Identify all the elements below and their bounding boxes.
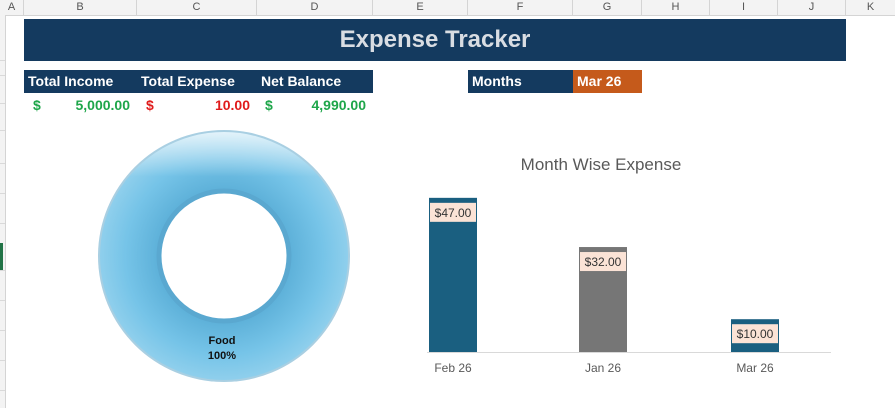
donut-category-label: Food (208, 335, 236, 347)
data-label-box (732, 324, 778, 344)
donut-hole (156, 188, 292, 324)
income-currency[interactable]: $ (33, 97, 41, 113)
column-header-e[interactable]: E (373, 0, 468, 15)
chart-title: Month Wise Expense (521, 155, 682, 174)
expense-amount[interactable]: 10.00 (214, 97, 250, 113)
donut-data-label: Food 100% (195, 334, 249, 364)
column-header-i[interactable]: I (710, 0, 778, 15)
x-tick-label: Feb 26 (434, 361, 472, 375)
column-header-k[interactable]: K (866, 1, 875, 13)
data-label: $47.00 (435, 206, 472, 220)
data-label: $32.00 (585, 255, 622, 269)
months-label: Months (468, 70, 573, 93)
column-header-f[interactable]: F (468, 0, 573, 15)
data-label-box (430, 202, 476, 222)
column-header-d[interactable]: D (257, 0, 373, 15)
expense-currency[interactable]: $ (146, 97, 154, 113)
page-title: Expense Tracker (24, 19, 846, 61)
column-header-g[interactable]: G (573, 0, 642, 15)
income-amount[interactable]: 5,000.00 (75, 97, 131, 113)
total-expense-header: Total Expense (137, 70, 257, 93)
category-donut-chart[interactable] (95, 127, 353, 385)
data-label-box (580, 252, 626, 272)
balance-amount[interactable]: 4,990.00 (311, 97, 367, 113)
bar-chart-svg: Month Wise Expense $47.00 Feb 26 $32.00 Jan… (427, 155, 831, 375)
column-header-b[interactable]: B (24, 0, 137, 15)
months-selector[interactable]: Mar 26 (573, 70, 642, 93)
balance-currency[interactable]: $ (265, 97, 273, 113)
column-header-j[interactable]: J (778, 0, 846, 15)
net-balance-header: Net Balance (257, 70, 373, 93)
month-wise-expense-chart[interactable]: Month Wise Expense $47.00 Feb 26 $32.00 Jan… (405, 140, 845, 390)
bar-feb-26[interactable] (429, 197, 477, 352)
total-income-header: Total Income (24, 70, 137, 93)
donut-svg (98, 130, 350, 382)
donut-percent-label: 100% (207, 350, 237, 362)
data-label: $10.00 (737, 327, 774, 341)
column-header-a[interactable]: A (0, 0, 24, 15)
x-tick-label: Jan 26 (585, 361, 621, 375)
column-header-h[interactable]: H (642, 0, 710, 15)
selected-row-indicator (0, 243, 3, 270)
column-header-c[interactable]: C (137, 0, 257, 15)
row-header-gutter[interactable] (0, 15, 6, 408)
column-header-bar: A B C D E F G H I J K (0, 0, 895, 16)
x-tick-label: Mar 26 (736, 361, 774, 375)
